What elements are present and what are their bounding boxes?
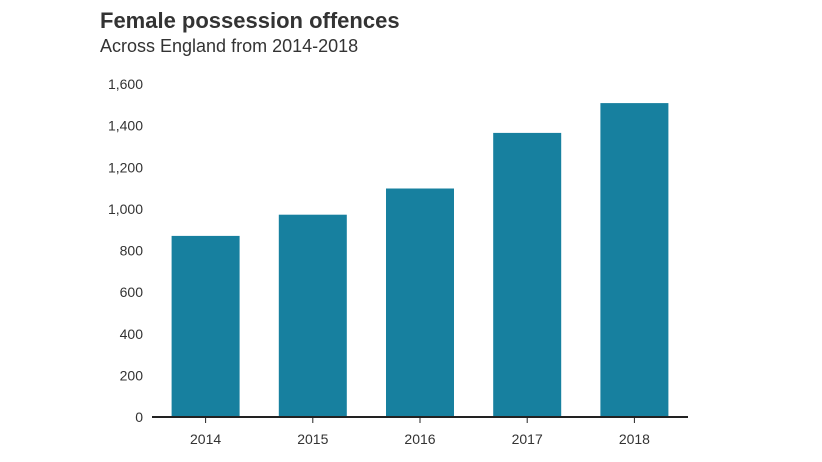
y-tick-label: 1,600: [108, 76, 143, 92]
x-axis: 2014 2015 2016 2017 2018: [152, 416, 688, 447]
bar-2018: [600, 103, 669, 417]
y-tick-label: 600: [120, 284, 144, 300]
x-tick-label: 2014: [190, 431, 221, 447]
y-tick-label: 1,000: [108, 201, 143, 217]
x-tick-label: 2016: [404, 431, 435, 447]
x-tick-label: 2015: [297, 431, 328, 447]
y-tick-label: 1,400: [108, 118, 143, 134]
bar-2016: [386, 188, 454, 417]
y-tick-label: 0: [135, 409, 143, 425]
chart-subtitle: Across England from 2014-2018: [100, 36, 359, 56]
bars-group: [171, 103, 669, 417]
bar-2015: [278, 214, 347, 417]
x-tick-label: 2018: [619, 431, 650, 447]
y-tick-label: 200: [120, 367, 144, 383]
bar-2017: [493, 132, 562, 417]
y-tick-label: 800: [120, 243, 144, 259]
chart-title: Female possession offences: [100, 8, 400, 33]
x-tick-label: 2017: [512, 431, 543, 447]
y-tick-label: 1,200: [108, 159, 143, 175]
bar-2014: [171, 235, 240, 417]
y-tick-label: 400: [120, 326, 144, 342]
y-axis: 0 200 400 600 800 1,000 1,200 1,400 1,600: [108, 76, 143, 425]
